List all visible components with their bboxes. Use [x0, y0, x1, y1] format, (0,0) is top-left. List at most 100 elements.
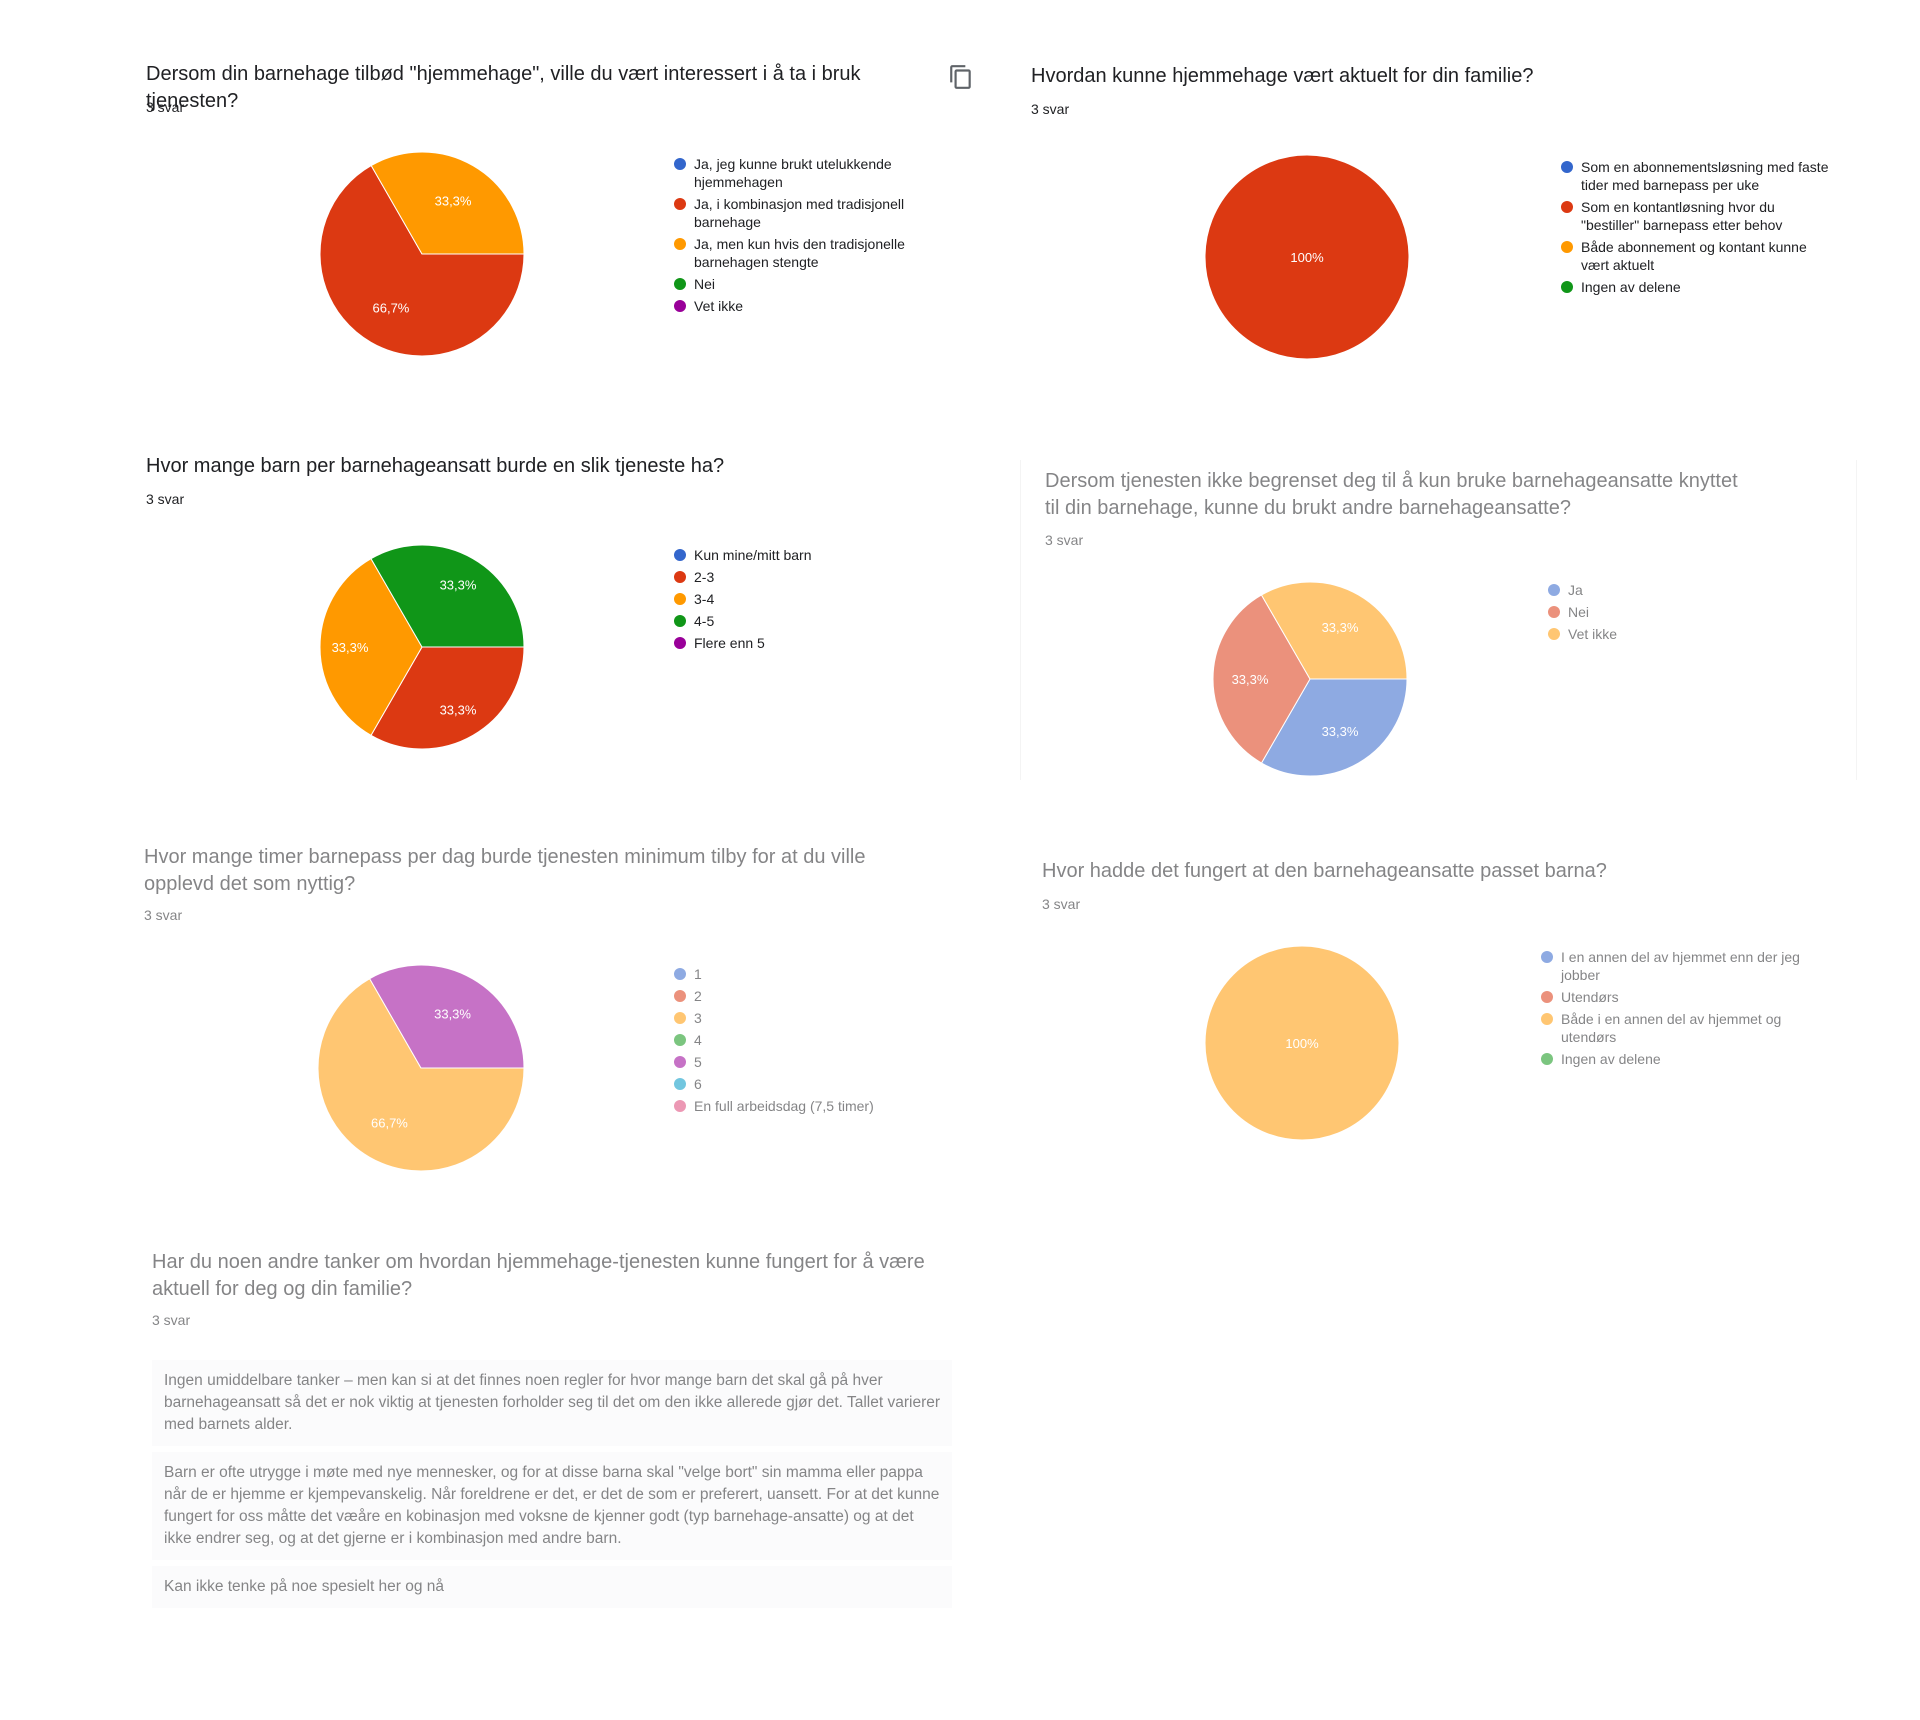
- legend-label: 3-4: [694, 591, 715, 607]
- slice-label: 33,3%: [440, 702, 477, 717]
- legend-item: En full arbeidsdag (7,5 timer): [674, 1097, 924, 1115]
- legend-swatch: [674, 278, 686, 290]
- legend-label: Som en abonnementsløsning med faste tide…: [1581, 159, 1829, 193]
- legend-item: Som en abonnementsløsning med faste tide…: [1561, 158, 1831, 194]
- slice-label: 33,3%: [1232, 672, 1269, 687]
- pie-slice: [1260, 581, 1408, 680]
- slice-label: 100%: [1290, 250, 1324, 265]
- question-title: Har du noen andre tanker om hvordan hjem…: [152, 1251, 925, 1300]
- legend-swatch: [1561, 161, 1573, 173]
- response-count: 3 svar: [152, 1312, 191, 1328]
- legend-item: 5: [674, 1053, 924, 1071]
- legend-item: 2: [674, 987, 924, 1005]
- legend-label: Kun mine/mitt barn: [694, 547, 812, 563]
- question-title: Dersom tjenesten ikke begrenset deg til …: [1045, 470, 1738, 519]
- slice-label: 33,3%: [434, 1006, 471, 1021]
- legend-label: Vet ikke: [1568, 626, 1618, 642]
- response-item: Ingen umiddelbare tanker – men kan si at…: [152, 1360, 952, 1446]
- legend-label: Nei: [694, 276, 716, 292]
- slice-label: 33,3%: [332, 640, 369, 655]
- legend-swatch: [1548, 584, 1560, 596]
- slice-label: 33,3%: [1322, 724, 1359, 739]
- legend-item: 4: [674, 1031, 924, 1049]
- legend-item: Som en kontantløsning hvor du "bestiller…: [1561, 198, 1831, 234]
- legend-swatch: [1561, 281, 1573, 293]
- legend-swatch: [674, 1078, 686, 1090]
- slice-label: 100%: [1285, 1036, 1319, 1051]
- legend-label: 1: [694, 966, 702, 982]
- pie-slice: [1212, 594, 1311, 764]
- legend-swatch: [1548, 628, 1560, 640]
- response-item: Barn er ofte utrygge i møte med nye menn…: [152, 1452, 952, 1560]
- legend-swatch: [1561, 201, 1573, 213]
- chart-legend: 1 2 3 4 5 6 En full arbeidsdag (7,5 timer): [674, 965, 924, 1119]
- response-count: 3 svar: [1031, 101, 1070, 117]
- legend-label: 2-3: [694, 569, 715, 585]
- legend-swatch: [674, 615, 686, 627]
- legend-item: I en annen del av hjemmet enn der jeg jo…: [1541, 948, 1801, 984]
- question-title: Hvor hadde det fungert at den barnehagea…: [1042, 860, 1607, 882]
- legend-label: Både i en annen del av hjemmet og utendø…: [1561, 1011, 1782, 1045]
- slice-label: 33,3%: [1322, 620, 1359, 635]
- legend-swatch: [1548, 606, 1560, 618]
- slice-label: 66,7%: [371, 1116, 408, 1131]
- legend-item: 3: [674, 1009, 924, 1027]
- pie-chart: 66,7% 33,3%: [319, 151, 525, 357]
- legend-swatch: [674, 990, 686, 1002]
- legend-swatch: [674, 593, 686, 605]
- legend-swatch: [674, 571, 686, 583]
- response-count: 3 svar: [1042, 896, 1081, 912]
- legend-item: Ja, men kun hvis den tradisjonelle barne…: [674, 235, 924, 271]
- response-count: 3 svar: [146, 99, 185, 115]
- legend-swatch: [674, 1012, 686, 1024]
- legend-swatch: [674, 968, 686, 980]
- pie-chart: 100%: [1204, 154, 1410, 360]
- legend-label: I en annen del av hjemmet enn der jeg jo…: [1561, 949, 1800, 983]
- legend-swatch: [674, 1056, 686, 1068]
- response-count: 3 svar: [144, 907, 183, 923]
- legend-label: Ingen av delene: [1581, 279, 1681, 295]
- text-question-card: Har du noen andre tanker om hvordan hjem…: [140, 1245, 980, 1625]
- legend-label: Som en kontantløsning hvor du "bestiller…: [1581, 199, 1783, 233]
- legend-swatch: [674, 238, 686, 250]
- legend-item: Vet ikke: [1548, 625, 1748, 643]
- pie-slice: [370, 151, 525, 255]
- pie-slice: [1204, 154, 1410, 360]
- legend-item: Både i en annen del av hjemmet og utendø…: [1541, 1010, 1801, 1046]
- legend-label: 6: [694, 1076, 702, 1092]
- pie-slice: [319, 164, 525, 357]
- legend-item: Nei: [1548, 603, 1748, 621]
- response-list: Ingen umiddelbare tanker – men kan si at…: [152, 1360, 952, 1614]
- question-title: Dersom din barnehage tilbød "hjemmehage"…: [146, 63, 861, 112]
- question-title: Hvor mange timer barnepass per dag burde…: [144, 846, 866, 895]
- pie-chart: 100%: [1204, 945, 1400, 1141]
- legend-label: En full arbeidsdag (7,5 timer): [694, 1098, 874, 1114]
- legend-label: Nei: [1568, 604, 1590, 620]
- legend-label: Ja, i kombinasjon med tradisjonell barne…: [694, 196, 905, 230]
- legend-item: Ja, i kombinasjon med tradisjonell barne…: [674, 195, 924, 231]
- legend-swatch: [674, 1100, 686, 1112]
- pie-slice: [370, 646, 525, 750]
- legend-swatch: [674, 637, 686, 649]
- legend-label: 2: [694, 988, 702, 1004]
- legend-item: Utendørs: [1541, 988, 1801, 1006]
- chart-legend: Kun mine/mitt barn 2-3 3-4 4-5 Flere enn 5: [674, 546, 924, 656]
- pie-slice: [369, 964, 525, 1069]
- pie-slice: [317, 978, 525, 1172]
- pie-chart: 33,3% 33,3% 33,3%: [319, 544, 525, 750]
- legend-item: Flere enn 5: [674, 634, 924, 652]
- legend-swatch: [674, 158, 686, 170]
- question-card: Dersom din barnehage tilbød "hjemmehage"…: [140, 55, 980, 385]
- legend-label: Ja, jeg kunne brukt utelukkende hjemmeha…: [694, 156, 892, 190]
- legend-item: Ingen av delene: [1541, 1050, 1801, 1068]
- legend-label: Ingen av delene: [1561, 1051, 1661, 1067]
- legend-swatch: [1541, 991, 1553, 1003]
- pie-chart: 66,7% 33,3%: [317, 964, 525, 1172]
- legend-swatch: [1541, 1013, 1553, 1025]
- copy-icon[interactable]: [948, 63, 974, 91]
- chart-legend: Som en abonnementsløsning med faste tide…: [1561, 158, 1831, 300]
- legend-item: 2-3: [674, 568, 924, 586]
- legend-label: 3: [694, 1010, 702, 1026]
- question-card: Hvor mange barn per barnehageansatt burd…: [140, 447, 980, 777]
- legend-swatch: [674, 300, 686, 312]
